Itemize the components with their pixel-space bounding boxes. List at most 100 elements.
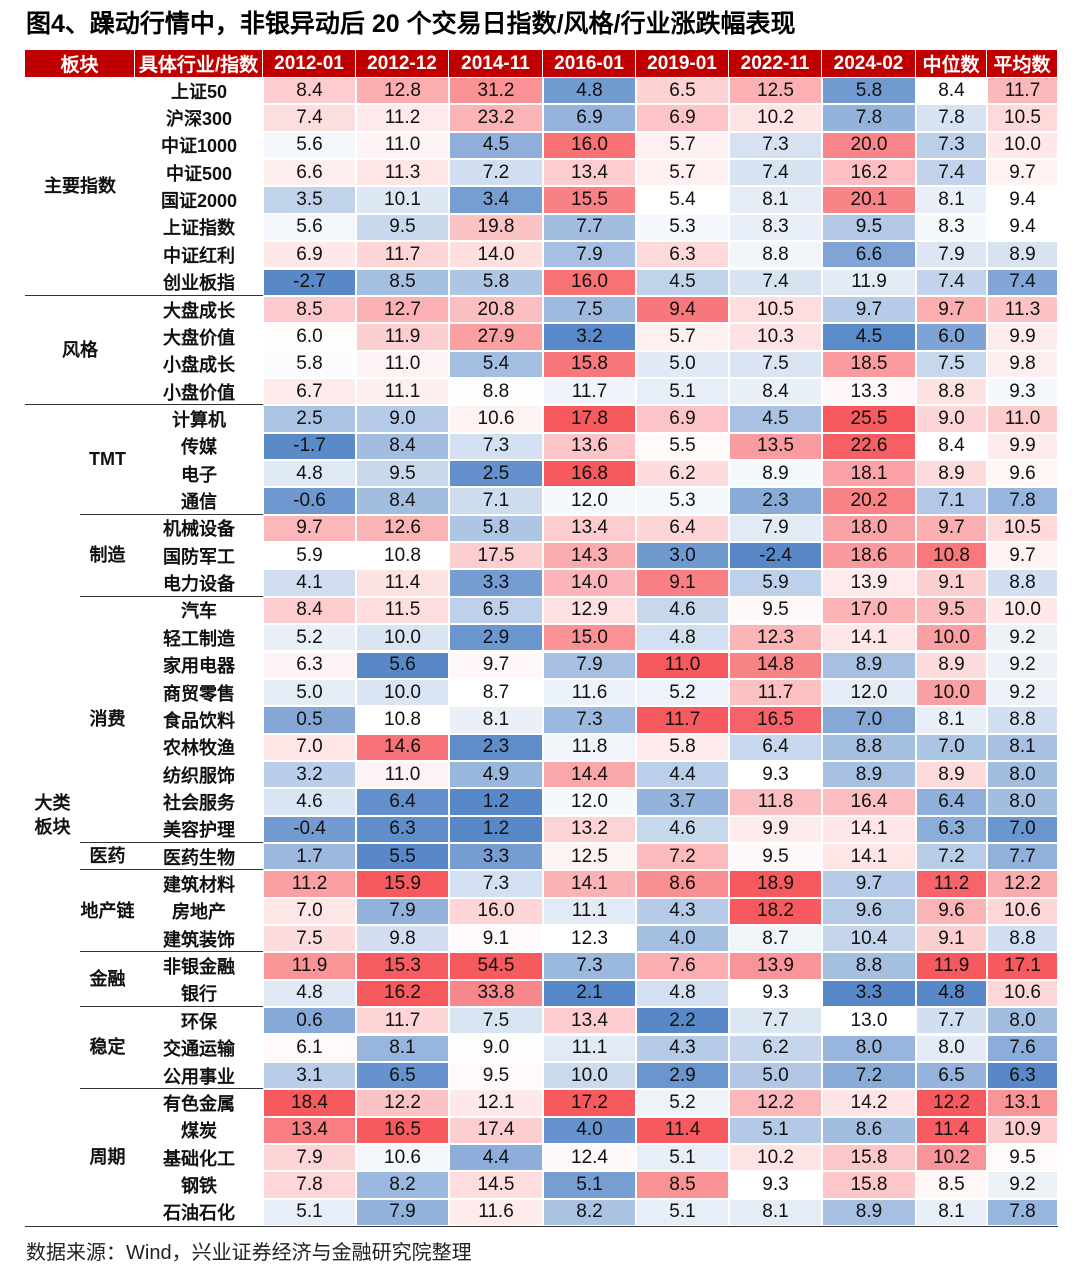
cell: 8.7 bbox=[729, 925, 822, 953]
cell: 7.4 bbox=[263, 104, 356, 132]
cell: 4.8 bbox=[636, 624, 729, 652]
cell: 9.4 bbox=[987, 213, 1058, 242]
header-cell: 2012-01 bbox=[263, 50, 356, 77]
cell: 7.9 bbox=[543, 241, 636, 269]
cell: 8.4 bbox=[263, 77, 356, 105]
cell: 12.5 bbox=[543, 843, 636, 871]
cell: 9.5 bbox=[449, 1061, 543, 1090]
cell: 16.4 bbox=[822, 788, 916, 816]
cell: 4.0 bbox=[636, 925, 729, 953]
cell: 8.0 bbox=[822, 1034, 916, 1062]
cell: 22.6 bbox=[822, 432, 916, 460]
cell: 10.6 bbox=[356, 1143, 449, 1172]
cell: 16.0 bbox=[449, 897, 543, 926]
cell: 10.8 bbox=[916, 542, 987, 570]
cell: 8.4 bbox=[356, 487, 449, 515]
cell: 17.0 bbox=[822, 596, 916, 625]
cell: 12.0 bbox=[822, 678, 916, 707]
row-label: 煤炭 bbox=[181, 1121, 217, 1142]
section-label: 风格 bbox=[62, 339, 98, 360]
cell: 7.0 bbox=[822, 706, 916, 734]
cell: 9.0 bbox=[916, 405, 987, 433]
cell: 11.1 bbox=[543, 1034, 636, 1062]
header-cell: 2024-02 bbox=[822, 50, 916, 77]
cell: 8.4 bbox=[916, 77, 987, 105]
cell: 7.2 bbox=[636, 843, 729, 871]
cell: 9.9 bbox=[729, 815, 822, 843]
cell: 11.7 bbox=[543, 377, 636, 406]
cell: 8.8 bbox=[822, 952, 916, 980]
cell: 11.0 bbox=[356, 131, 449, 160]
cell: 8.1 bbox=[916, 706, 987, 734]
cell: 3.5 bbox=[263, 186, 356, 214]
cell: 16.2 bbox=[822, 159, 916, 187]
cell: 5.2 bbox=[636, 1089, 729, 1117]
row-label: 电力设备 bbox=[163, 574, 235, 595]
cell: 8.9 bbox=[822, 1198, 916, 1226]
cell: 8.0 bbox=[987, 760, 1058, 789]
cell: 5.0 bbox=[263, 678, 356, 707]
cell: 6.4 bbox=[636, 514, 729, 543]
row-label: 基础化工 bbox=[163, 1148, 235, 1169]
row-label: 石油石化 bbox=[163, 1203, 235, 1224]
cell: 5.6 bbox=[263, 131, 356, 160]
cell: 7.0 bbox=[263, 733, 356, 761]
row-label: 商贸零售 bbox=[163, 683, 235, 704]
cell: 7.3 bbox=[543, 706, 636, 734]
cell: 3.7 bbox=[636, 788, 729, 816]
cell: 16.5 bbox=[729, 706, 822, 734]
cell: 10.0 bbox=[543, 1061, 636, 1090]
cell: 6.2 bbox=[636, 460, 729, 488]
cell: 14.6 bbox=[356, 733, 449, 761]
cell: 14.5 bbox=[449, 1171, 543, 1199]
cell: 33.8 bbox=[449, 979, 543, 1008]
cell: 11.4 bbox=[916, 1116, 987, 1144]
cell: 8.3 bbox=[916, 213, 987, 242]
row-label: 建筑材料 bbox=[163, 875, 235, 896]
section-label: 主要指数 bbox=[44, 175, 116, 196]
row-label: 通信 bbox=[181, 492, 217, 513]
cell: 5.8 bbox=[636, 733, 729, 761]
cell: 6.1 bbox=[263, 1034, 356, 1062]
cell: 8.6 bbox=[822, 1116, 916, 1144]
header-cell: 2016-01 bbox=[543, 50, 636, 77]
cell: 16.2 bbox=[356, 979, 449, 1008]
separator bbox=[25, 294, 263, 296]
source-note: 数据来源：Wind，兴业证券经济与金融研究院整理 bbox=[26, 1242, 472, 1264]
cell: 11.7 bbox=[987, 77, 1058, 105]
cell: 11.4 bbox=[636, 1116, 729, 1144]
cell: 7.7 bbox=[729, 1007, 822, 1035]
cell: 18.5 bbox=[822, 350, 916, 378]
cell: 6.0 bbox=[916, 323, 987, 351]
cell: 8.9 bbox=[822, 651, 916, 679]
cell: 11.4 bbox=[356, 569, 449, 597]
row-label: 中证1000 bbox=[160, 136, 238, 157]
cell: 15.8 bbox=[822, 1171, 916, 1199]
cell: 11.0 bbox=[636, 651, 729, 679]
row-label: 小盘成长 bbox=[163, 355, 235, 376]
cell: 8.9 bbox=[916, 651, 987, 679]
cell: 5.0 bbox=[636, 350, 729, 378]
cell: 7.0 bbox=[916, 733, 987, 761]
row-label: 电子 bbox=[181, 464, 217, 485]
separator bbox=[80, 951, 263, 953]
cell: 4.4 bbox=[449, 1143, 543, 1172]
cell: 9.3 bbox=[729, 760, 822, 789]
group-label: 金融 bbox=[89, 969, 126, 990]
cell: 7.3 bbox=[916, 131, 987, 160]
cell: 4.0 bbox=[543, 1116, 636, 1144]
cell: 5.8 bbox=[449, 514, 543, 543]
row-label: 国证2000 bbox=[160, 191, 238, 212]
row-label: 计算机 bbox=[172, 409, 226, 430]
cell: 2.1 bbox=[543, 979, 636, 1008]
cell: 7.9 bbox=[263, 1143, 356, 1172]
cell: 11.9 bbox=[263, 952, 356, 980]
cell: 5.1 bbox=[636, 1143, 729, 1172]
cell: 7.9 bbox=[356, 1198, 449, 1226]
cell: 7.0 bbox=[263, 897, 356, 926]
cell: 10.0 bbox=[356, 678, 449, 707]
cell: 8.4 bbox=[356, 432, 449, 460]
cell: 8.9 bbox=[987, 241, 1058, 269]
cell: 14.0 bbox=[449, 241, 543, 269]
cell: 13.4 bbox=[263, 1116, 356, 1144]
